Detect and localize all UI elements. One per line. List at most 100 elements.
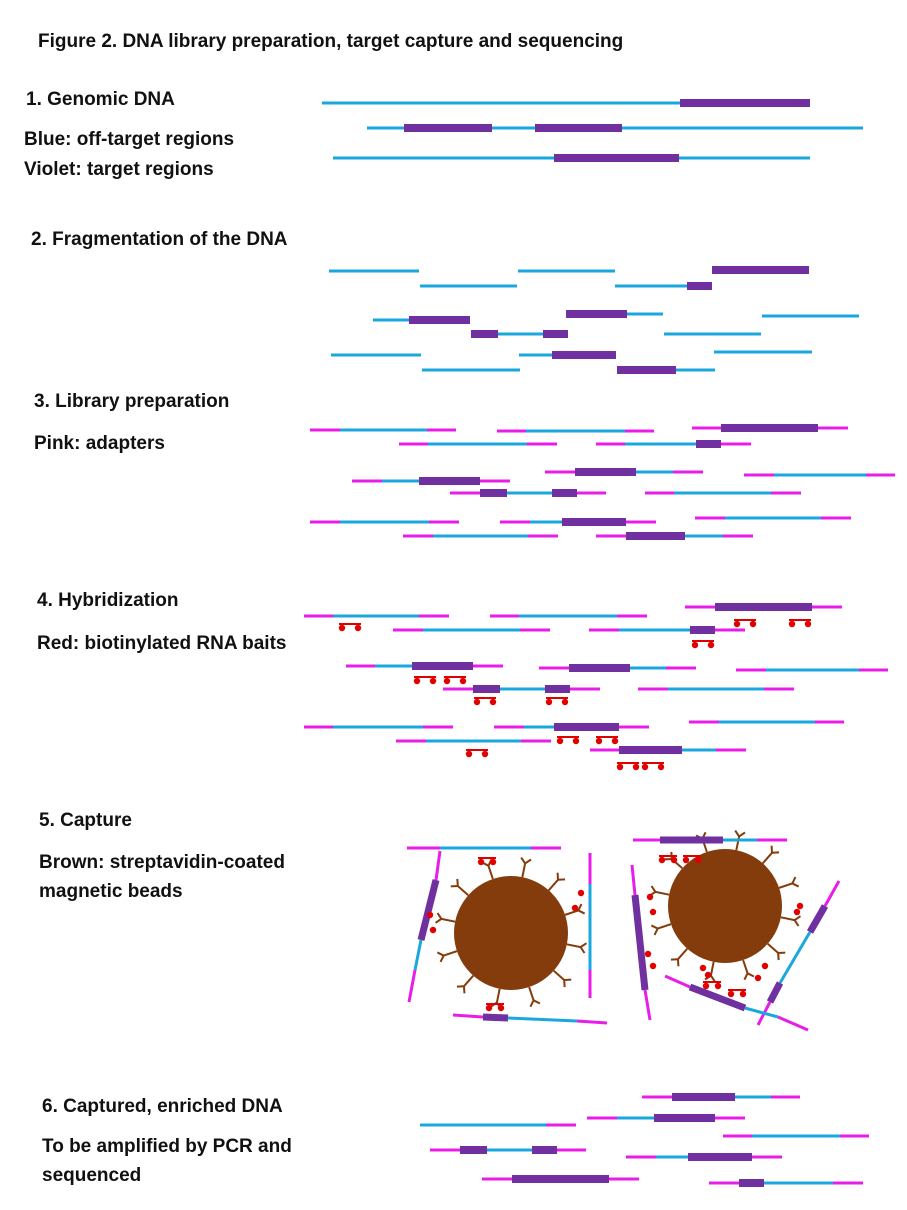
streptavidin-stalk (677, 948, 689, 960)
adapter-segment (576, 1019, 608, 1025)
biotin-dot (739, 990, 747, 998)
biotin-dot (577, 889, 585, 897)
biotin-dot (497, 1004, 505, 1012)
biotin-dot (571, 904, 579, 912)
streptavidin-arm (580, 942, 588, 948)
biotin-dot (616, 763, 624, 771)
streptavidin-arm (436, 951, 445, 957)
streptavidin-stalk (463, 975, 475, 987)
streptavidin-stalk (657, 923, 672, 930)
streptavidin-arm (439, 955, 445, 963)
biotin-dot (413, 677, 421, 685)
step5-note-brown-2: magnetic beads (39, 881, 183, 902)
biotin-dot (749, 620, 757, 628)
streptavidin-stalk (735, 836, 741, 851)
bound-rna-bait (485, 1003, 505, 1012)
step3-heading: 3. Library preparation (34, 391, 230, 412)
streptavidin-stalk (528, 986, 535, 1001)
captured-fragment (452, 1013, 608, 1025)
biotin-dot (473, 698, 481, 706)
target-segment (688, 983, 747, 1012)
streptavidin-arm (791, 876, 797, 884)
biotin-dot (611, 737, 619, 745)
streptavidin-stalk (553, 969, 565, 981)
off-target-segment (507, 1016, 578, 1023)
biotin-dot (691, 641, 699, 649)
rna-bait (473, 697, 497, 706)
streptavidin-stalk (487, 865, 494, 880)
streptavidin-stalk (780, 916, 795, 922)
streptavidin-arm (650, 924, 659, 930)
biotin-dot (699, 964, 707, 972)
biotin-dot (670, 856, 678, 864)
adapter-segment (434, 850, 442, 881)
biotin-dot (694, 856, 702, 864)
streptavidin-arm (577, 909, 586, 915)
streptavidin-stalk (457, 885, 469, 897)
biotin-dot (485, 1004, 493, 1012)
biotin-dot (477, 858, 485, 866)
biotin-dot (649, 908, 657, 916)
streptavidin-stalk (441, 917, 456, 923)
biotin-dot (572, 737, 580, 745)
captured-fragment (407, 850, 442, 1003)
streptavidin-arm (710, 975, 716, 983)
biotin-dot (481, 750, 489, 758)
rna-bait (413, 676, 437, 685)
streptavidin-stalk (761, 852, 773, 864)
biotin-dot (793, 908, 801, 916)
biotin-dot (561, 698, 569, 706)
biotin-dot (489, 698, 497, 706)
biotin-dot (733, 620, 741, 628)
magnetic-bead (454, 876, 568, 990)
streptavidin-stalk (709, 961, 715, 976)
streptavidin-stalk (566, 943, 581, 949)
streptavidin-arm (533, 999, 541, 1005)
rna-bait (616, 762, 640, 771)
biotin-dot (556, 737, 564, 745)
biotin-dot (704, 971, 712, 979)
streptavidin-arm (747, 972, 755, 978)
biotin-dot (788, 620, 796, 628)
streptavidin-stalk (495, 988, 501, 1003)
streptavidin-arm (579, 946, 586, 954)
target-segment (417, 879, 440, 941)
biotin-dot (796, 902, 804, 910)
captured-fragment (630, 864, 652, 1021)
streptavidin-arm (734, 829, 740, 837)
step4-note-red: Red: biotinylated RNA baits (37, 633, 287, 654)
streptavidin-arm (577, 903, 583, 911)
streptavidin-arm (743, 972, 749, 981)
step1-note-violet: Violet: target regions (24, 159, 214, 180)
bound-rna-bait (682, 855, 702, 864)
step2-heading: 2. Fragmentation of the DNA (31, 229, 288, 250)
biotin-dot (443, 677, 451, 685)
rna-bait (443, 676, 467, 685)
bead-complex-right (648, 829, 802, 983)
biotin-dot (658, 856, 666, 864)
rna-bait (545, 697, 569, 706)
target-segment (631, 894, 649, 991)
biotin-dot (489, 858, 497, 866)
step5-heading: 5. Capture (39, 810, 132, 831)
adapter-segment (643, 989, 652, 1021)
rna-bait (641, 762, 665, 771)
biotin-dot (338, 624, 346, 632)
adapter-segment (407, 969, 417, 1003)
step1-heading: 1. Genomic DNA (26, 89, 175, 110)
biotin-dot (646, 893, 654, 901)
biotin-dot (804, 620, 812, 628)
streptavidin-arm (529, 999, 535, 1008)
biotin-dot (644, 950, 652, 958)
streptavidin-arm (653, 928, 659, 936)
biotin-dot (465, 750, 473, 758)
rna-bait (691, 640, 715, 649)
captured-fragment (664, 974, 809, 1032)
biotin-dot (754, 974, 762, 982)
biotin-dot (707, 641, 715, 649)
target-segment (482, 1013, 509, 1022)
step6-note-1: To be amplified by PCR and (42, 1136, 292, 1157)
streptavidin-stalk (547, 879, 559, 891)
streptavidin-stalk (521, 863, 527, 878)
